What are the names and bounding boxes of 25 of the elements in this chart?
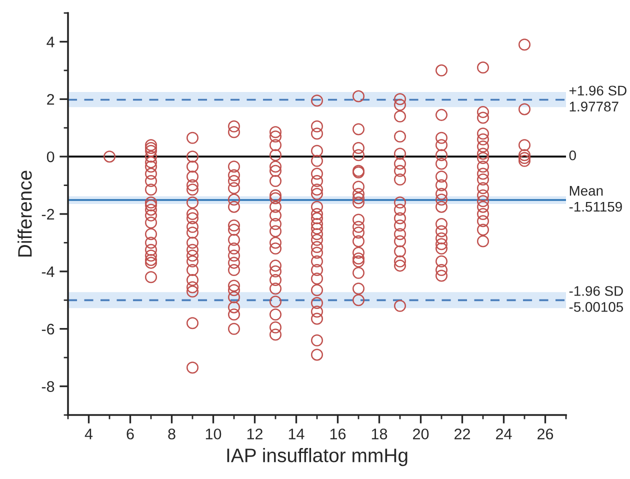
x-tick-label: 14 [288, 428, 304, 440]
x-tick-label: 6 [126, 428, 134, 440]
y-tick-label: 2 [47, 94, 54, 105]
ref-line-label: Mean -1.51159 [569, 186, 622, 212]
x-tick-label: 8 [168, 428, 176, 440]
y-tick-label: -8 [42, 381, 54, 392]
x-tick-label: 20 [413, 428, 429, 440]
y-tick-label: 4 [46, 36, 54, 48]
x-tick-label: 18 [372, 428, 388, 440]
x-axis-title: IAP insufflator mmHg [227, 448, 408, 466]
y-tick-label: -4 [42, 266, 54, 277]
x-tick-label: 24 [496, 428, 512, 440]
x-tick-label: 12 [247, 428, 262, 440]
y-axis-title: Difference [18, 170, 32, 257]
ref-line-label: +1.96 SD 1.97787 [569, 86, 626, 112]
x-tick-label: 26 [538, 428, 554, 440]
ref-line-label: -1.96 SD -5.00105 [569, 286, 624, 312]
x-tick-label: 10 [206, 428, 222, 440]
x-tick-label: 4 [84, 428, 93, 440]
x-tick-label: 16 [330, 428, 346, 440]
ref-line-label: 0 [569, 150, 576, 160]
x-tick-label: 22 [454, 428, 470, 440]
y-tick-label: -2 [42, 208, 54, 220]
y-tick-label: 0 [46, 151, 54, 162]
y-tick-label: -6 [42, 324, 54, 335]
